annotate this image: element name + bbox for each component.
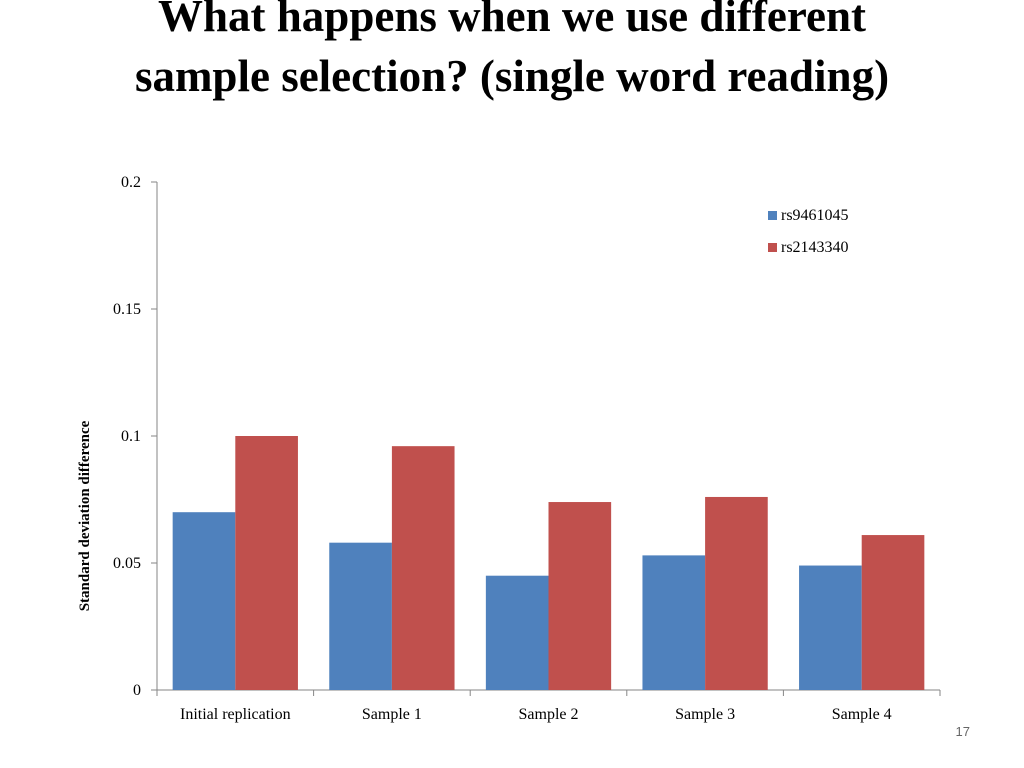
x-tick-label: Sample 4 — [832, 706, 892, 723]
bar-rs9461045 — [485, 575, 549, 690]
bar-rs9461045 — [799, 565, 862, 690]
bar-rs2143340 — [235, 436, 298, 690]
y-tick-label: 0.15 — [113, 301, 141, 318]
slide-title-line-1: What happens when we use different — [158, 0, 866, 41]
legend-swatch — [768, 211, 777, 220]
bar-rs2143340 — [861, 535, 925, 690]
y-tick-label: 0 — [133, 682, 141, 699]
x-tick-label: Initial replication — [180, 706, 291, 723]
page-number: 17 — [955, 724, 970, 739]
y-tick-label: 0.1 — [121, 428, 141, 445]
bar-rs2143340 — [391, 446, 455, 690]
bar-rs2143340 — [705, 496, 768, 690]
bar-rs9461045 — [172, 512, 236, 690]
bar-rs9461045 — [642, 555, 706, 690]
legend-swatch — [768, 243, 777, 252]
bar-rs9461045 — [329, 542, 392, 690]
slide-title-line-2: sample selection? (single word reading) — [134, 51, 890, 101]
y-axis-title: Standard deviation difference — [77, 420, 93, 611]
x-tick-label: Sample 1 — [362, 706, 422, 723]
legend-label: rs2143340 — [781, 239, 849, 256]
y-tick-label: 0.05 — [113, 555, 141, 572]
legend-label: rs9461045 — [781, 207, 849, 224]
slide-title: What happens when we use different sampl… — [0, 0, 1024, 106]
x-tick-label: Sample 3 — [675, 706, 735, 723]
y-tick-label: 0.2 — [121, 174, 141, 191]
x-tick-label: Sample 2 — [519, 706, 579, 723]
bar-rs2143340 — [548, 502, 612, 690]
